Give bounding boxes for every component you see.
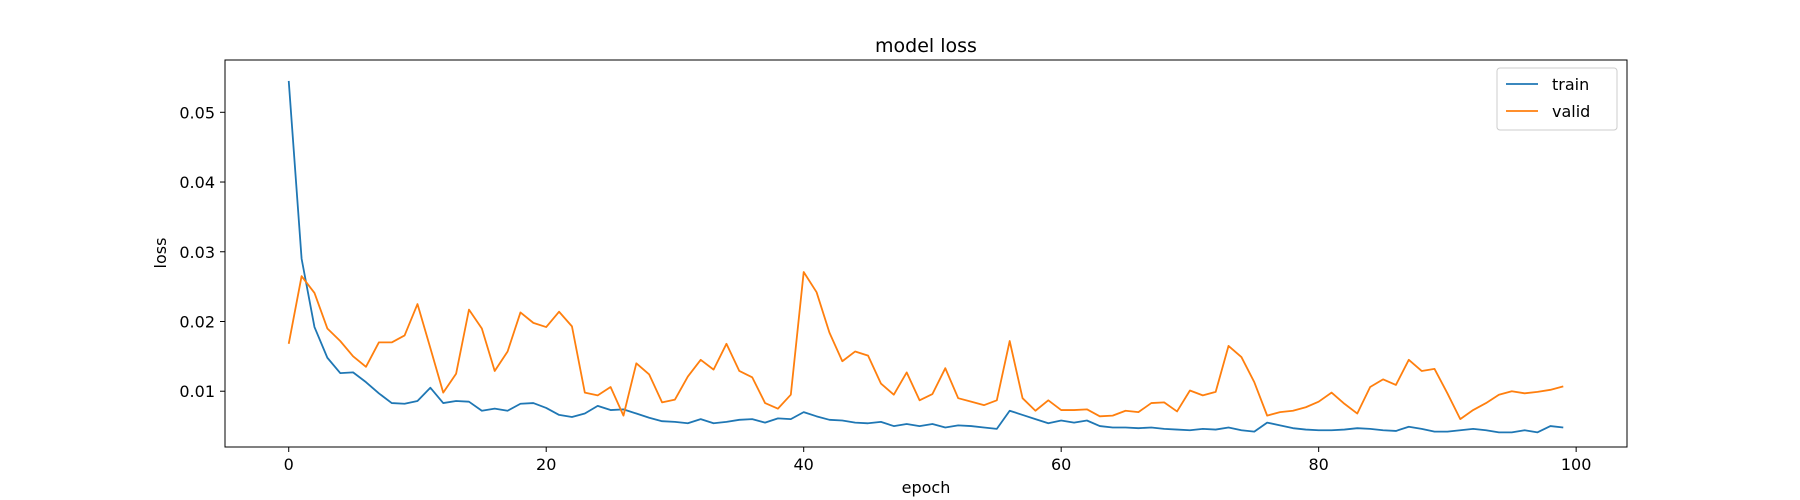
x-tick-label: 60 xyxy=(1051,455,1071,474)
plot-frame xyxy=(224,59,1628,448)
y-tick-label: 0.03 xyxy=(179,243,215,262)
y-tick-label: 0.05 xyxy=(179,103,215,122)
y-axis-ticks: 0.01 0.02 0.03 0.04 0.05 xyxy=(179,103,225,401)
legend-label-train: train xyxy=(1552,75,1589,94)
series-line-train xyxy=(287,80,1564,434)
chart-title: model loss xyxy=(875,35,977,57)
x-tick-label: 40 xyxy=(794,455,814,474)
legend-label-valid: valid xyxy=(1552,102,1590,121)
x-tick-label: 0 xyxy=(284,455,294,474)
y-tick-label: 0.01 xyxy=(179,382,215,401)
x-tick-label: 80 xyxy=(1308,455,1328,474)
series-line-valid xyxy=(287,271,1564,421)
y-axis-label: loss xyxy=(151,238,170,269)
y-tick-label: 0.04 xyxy=(179,173,215,192)
x-axis-label: epoch xyxy=(902,478,951,497)
y-tick-label: 0.02 xyxy=(179,312,215,331)
x-tick-label: 20 xyxy=(536,455,556,474)
x-axis-ticks: 0 20 40 60 80 100 xyxy=(284,447,1592,474)
legend: train valid xyxy=(1496,67,1618,131)
x-tick-label: 100 xyxy=(1561,455,1592,474)
series-layer xyxy=(287,80,1564,434)
